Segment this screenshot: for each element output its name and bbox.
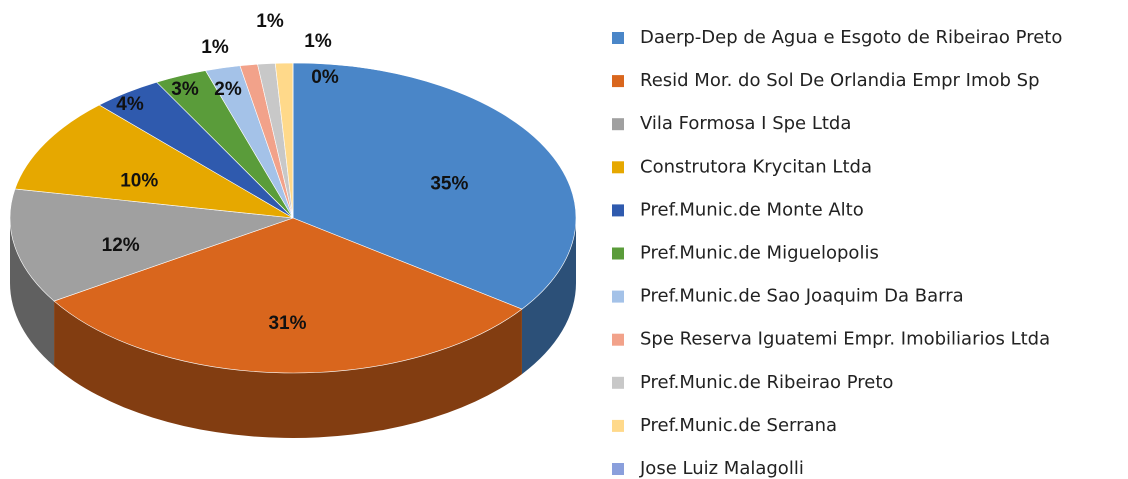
legend-label: Jose Luiz Malagolli: [639, 458, 804, 479]
data-label: 1%: [256, 11, 284, 32]
slice: [9, 188, 294, 302]
data-label: 1%: [201, 37, 229, 58]
legend-label: Pref.Munic.de Serrana: [640, 415, 837, 436]
legend-label: Construtora Krycitan Ltda: [640, 156, 872, 177]
legend-swatch: [612, 161, 624, 174]
data-label: 10%: [120, 171, 158, 192]
data-label: 0%: [311, 67, 339, 88]
legend-swatch: [612, 204, 624, 217]
slice: [53, 217, 523, 374]
legend-label: Daerp-Dep de Agua e Esgoto de Ribeirao P…: [640, 27, 1062, 48]
data-label: 3%: [171, 79, 199, 100]
slice-side: [521, 218, 576, 375]
data-label: 12%: [102, 235, 140, 256]
legend-swatch: [612, 75, 624, 88]
legend-label: Spe Reserva Iguatemi Empr. Imobiliarios …: [640, 329, 1050, 350]
data-label: 35%: [430, 173, 468, 194]
legend-label: Pref.Munic.de Miguelopolis: [640, 243, 879, 264]
legend-label: Resid Mor. do Sol De Orlandia Empr Imob …: [640, 70, 1040, 91]
legend-label: Vila Formosa I Spe Ltda: [640, 113, 851, 134]
slice-side: [54, 301, 522, 439]
legend-swatch: [612, 333, 624, 346]
legend-swatch: [612, 463, 624, 475]
data-label: 31%: [268, 313, 306, 334]
legend-swatch: [612, 118, 624, 131]
legend-swatch: [612, 376, 624, 389]
slice-side: [10, 218, 55, 367]
legend-label: Pref.Munic.de Ribeirao Preto: [640, 372, 893, 393]
legend-swatch: [612, 247, 624, 260]
slice: [14, 104, 294, 219]
slice: [292, 62, 577, 310]
data-label: 4%: [116, 94, 144, 115]
legend-swatch: [612, 32, 624, 44]
legend-swatch: [612, 290, 624, 303]
legend-swatch: [612, 419, 624, 432]
data-label: 1%: [304, 31, 332, 52]
legend-label: Pref.Munic.de Monte Alto: [640, 199, 864, 220]
legend-label: Pref.Munic.de Sao Joaquim Da Barra: [640, 286, 964, 307]
data-label: 2%: [214, 79, 242, 100]
